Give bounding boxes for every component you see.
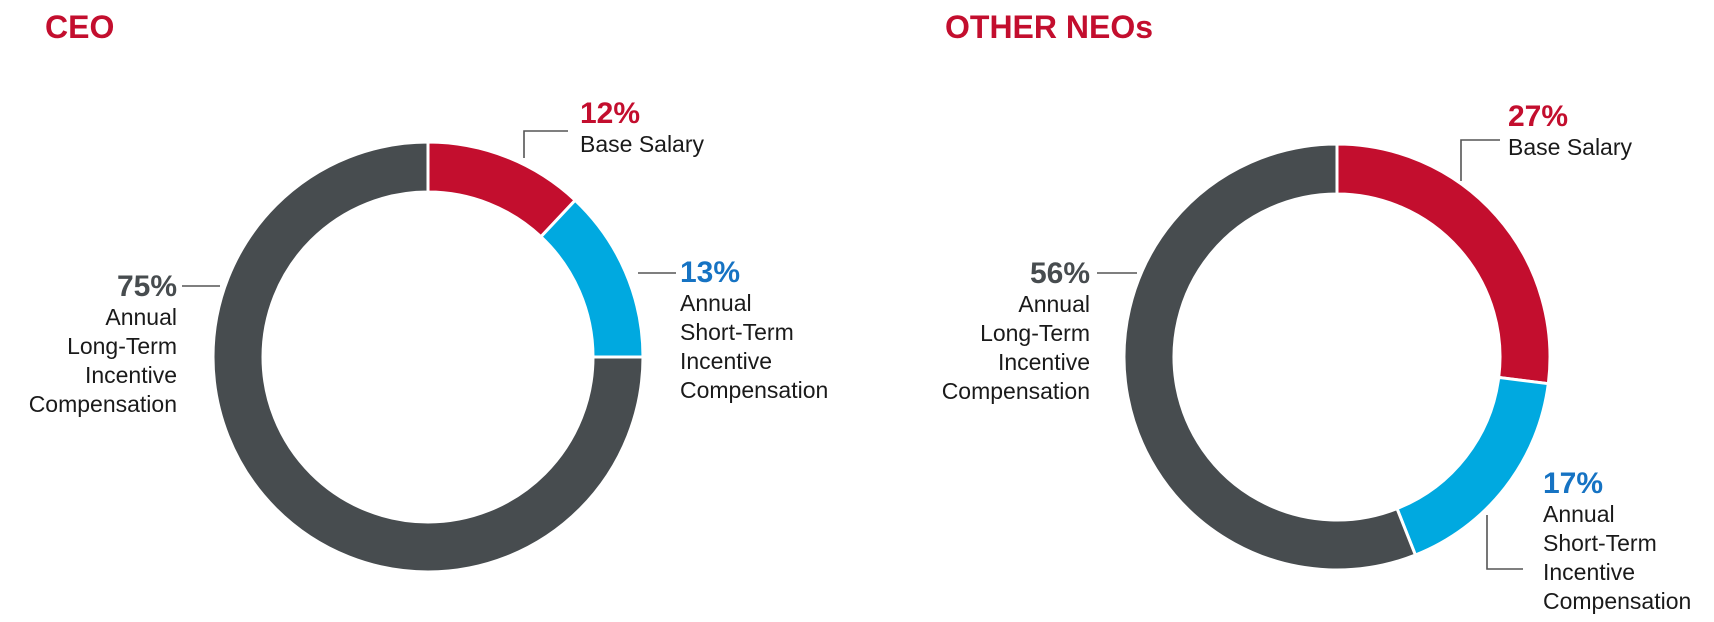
slice-label-line: Annual xyxy=(680,290,752,316)
slice-percent: 17% xyxy=(1543,467,1603,500)
slice-label-line: Incentive xyxy=(1543,559,1635,585)
slice-label-line: Short-Term xyxy=(1543,530,1657,556)
slice-percent: 27% xyxy=(1508,100,1568,133)
chart-title: CEO xyxy=(45,9,114,45)
donut-slice xyxy=(538,198,645,359)
slice-percent: 12% xyxy=(580,97,640,130)
slice-label-line: Compensation xyxy=(29,391,177,417)
leader-line xyxy=(1486,515,1523,570)
slice-label-line: Incentive xyxy=(680,348,772,374)
slice-label: 27%Base Salary xyxy=(1460,100,1633,181)
slice-label-line: Base Salary xyxy=(1508,134,1633,160)
slice-label-line: Annual xyxy=(1018,291,1090,317)
slice-label-line: Incentive xyxy=(998,349,1090,375)
slice-percent: 56% xyxy=(1030,257,1090,290)
chart-title: OTHER NEOs xyxy=(945,9,1153,45)
slice-label: 75%Annual Long-Term Incentive Compensation xyxy=(29,270,220,417)
donut-slice xyxy=(1395,375,1550,557)
slice-label: 13%Annual Short-Term Incentive Compensation xyxy=(638,256,828,403)
donut-slice xyxy=(211,140,645,574)
slice-label-line: Short-Term xyxy=(680,319,794,345)
leader-line xyxy=(523,130,568,158)
slice-percent: 75% xyxy=(117,270,177,303)
slice-label: 17%Annual Short-Term Incentive Compensation xyxy=(1486,467,1691,614)
slice-percent: 13% xyxy=(680,256,740,289)
donut-slice xyxy=(1335,142,1552,386)
donut-slice xyxy=(1122,142,1418,572)
slice-label-line: Long-Term xyxy=(980,320,1090,346)
slice-label: 12%Base Salary xyxy=(523,97,705,158)
slice-label-line: Annual xyxy=(105,304,177,330)
slice-label: 56%Annual Long-Term Incentive Compensation xyxy=(942,257,1137,404)
slice-label-line: Compensation xyxy=(1543,588,1691,614)
slice-label-line: Compensation xyxy=(942,378,1090,404)
slice-label-line: Long-Term xyxy=(67,333,177,359)
slice-label-line: Annual xyxy=(1543,501,1615,527)
slice-label-line: Compensation xyxy=(680,377,828,403)
slice-label-line: Incentive xyxy=(85,362,177,388)
leader-line xyxy=(1460,139,1500,181)
slice-label-line: Base Salary xyxy=(580,131,705,157)
